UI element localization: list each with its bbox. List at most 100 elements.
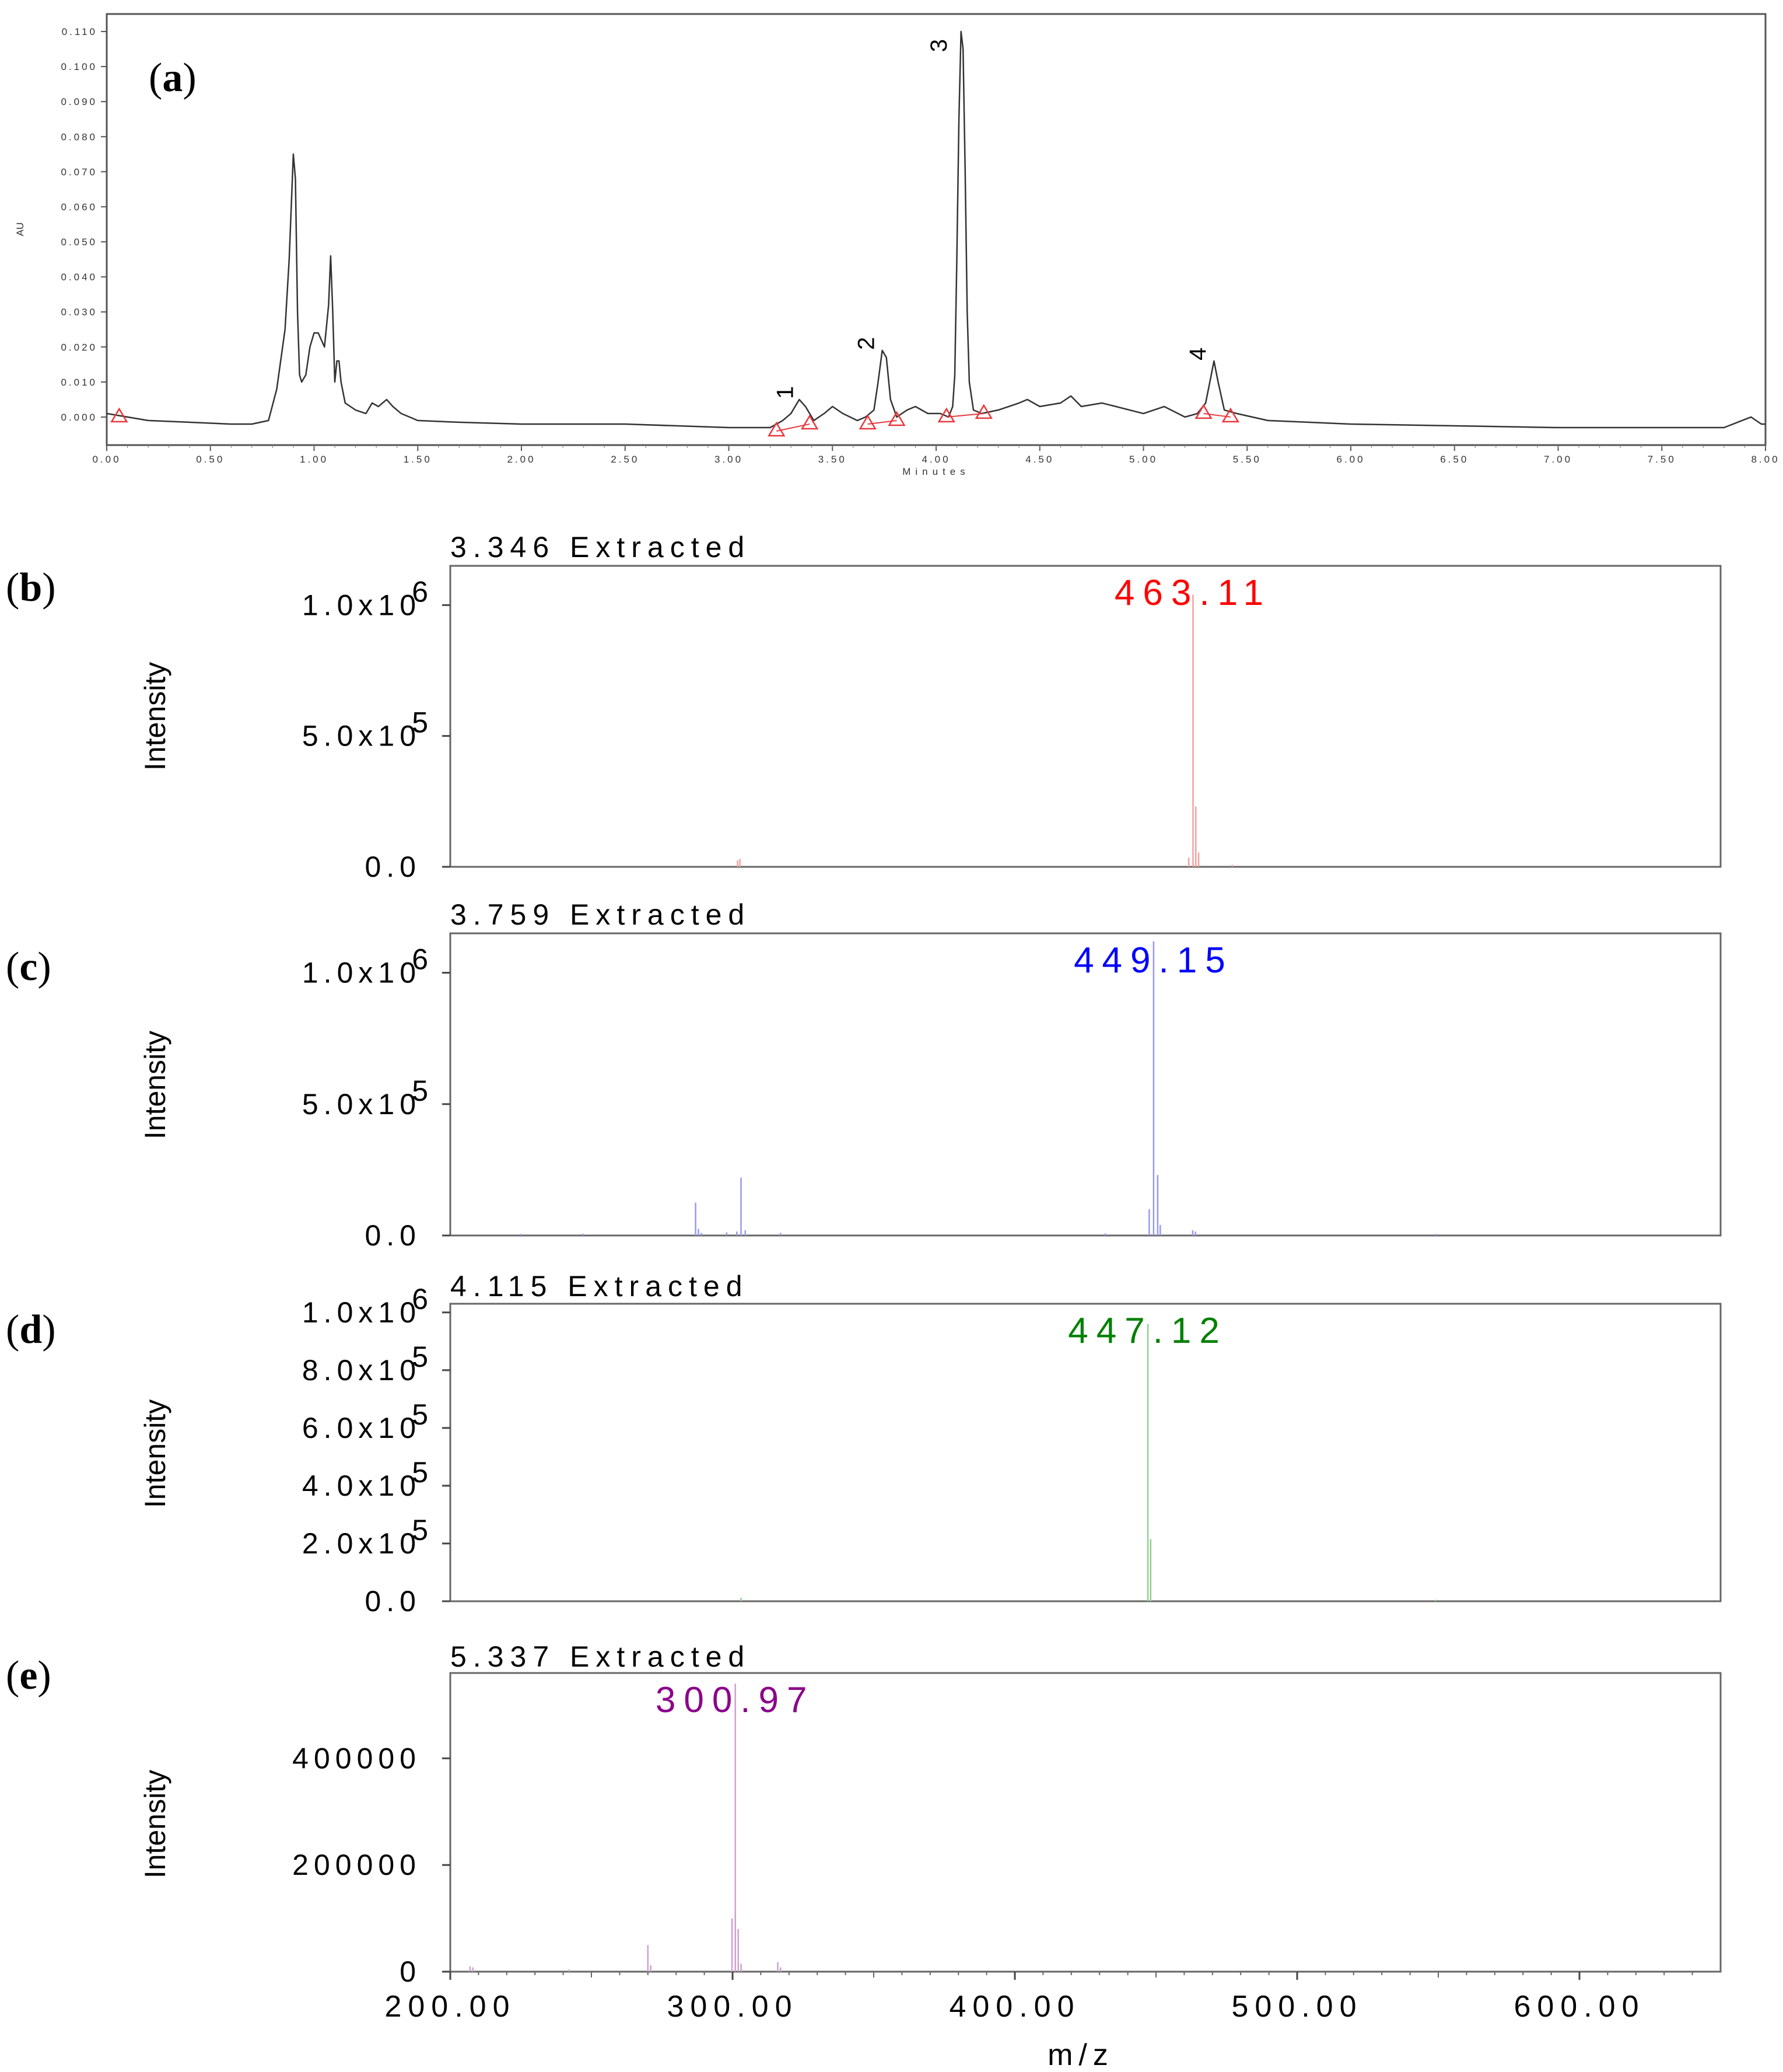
panel-a-xlabel: Minutes: [902, 466, 970, 477]
x-tick-label: 0.00: [92, 454, 121, 465]
x-tick-label: 5.50: [1233, 454, 1262, 465]
y-tick-label: 0.090: [61, 96, 97, 107]
y-tick-exponent: 5: [412, 1398, 428, 1431]
integration-marker: [110, 407, 128, 423]
y-tick-label: 8.0x10: [302, 1354, 421, 1387]
x-tick-label: 7.50: [1648, 454, 1676, 465]
x-tick-label: 7.00: [1544, 454, 1572, 465]
x-tick-label: 3.50: [818, 454, 847, 465]
peak-number-label: 1: [773, 386, 798, 399]
integration-marker: [1194, 404, 1213, 419]
panel-c-frame: [449, 932, 1722, 1237]
y-tick-label: 5.0x10: [302, 720, 421, 752]
panel-d-plot-area: 0.02.0x1054.0x1056.0x1058.0x1051.0x10644…: [302, 1283, 1437, 1618]
panel-e-ylabel: Intensity: [139, 1770, 171, 1878]
y-tick-label: 0.070: [61, 166, 97, 177]
panel-b: (b) 3.346 Extracted Intensity 0.0 5.0x105…: [6, 531, 1722, 883]
y-tick-exponent: 5: [412, 1340, 428, 1373]
panel-e: (e) 5.337 Extracted Intensity 0 200000 400…: [6, 1640, 1722, 2072]
base-peak-label: 447.12: [1068, 1311, 1228, 1351]
panel-e-frame: [449, 1672, 1722, 1973]
x-tick-label: 2.50: [611, 454, 639, 465]
panel-a-plot-area: 1 2 3 4: [106, 30, 1766, 437]
y-tick-label: 0.010: [61, 377, 97, 388]
y-tick-label: 6.0x10: [302, 1412, 421, 1444]
y-tick-exponent: 5: [412, 1456, 428, 1489]
panel-a-ylabel: AU: [15, 222, 26, 236]
y-tick-label: 1.0x10: [302, 589, 421, 621]
y-tick-label: 2.0x10: [302, 1527, 421, 1560]
y-tick-label: 0.030: [61, 307, 97, 318]
panel-a-y-axis: 0.000 0.010 0.020 0.030 0.040 0.050 0.060 0.070…: [61, 26, 107, 423]
x-tick-label: 4.00: [922, 454, 950, 465]
x-tick-label: 600.00: [1514, 1990, 1645, 2024]
y-tick-label: 1.0x10: [302, 1296, 421, 1329]
peak-number-label: 4: [1185, 348, 1211, 360]
y-tick-exponent: 6: [412, 943, 428, 976]
integration-baseline: [946, 412, 984, 418]
integration-marker: [888, 411, 906, 426]
x-tick-label: 6.00: [1336, 454, 1365, 465]
panel-e-title: 5.337 Extracted: [450, 1640, 751, 1673]
base-peak-label: 449.15: [1074, 940, 1234, 981]
panel-e-xlabel: m/z: [1048, 2038, 1114, 2072]
x-tick-label: 4.50: [1025, 454, 1054, 465]
y-tick-exponent: 5: [412, 1514, 428, 1546]
panel-b-label: (b): [6, 565, 56, 610]
panel-a-x-axis: 0.00 0.50 1.00 1.50 2.00 2.50 3.00 3.50 4.00 4.50…: [92, 445, 1780, 465]
panel-e-x-axis: 200.00 300.00 400.00 500.00 600.00: [384, 1972, 1693, 2024]
y-tick-label: 0.020: [61, 342, 97, 353]
x-tick-label: 3.00: [714, 454, 743, 465]
y-tick-label: 0.110: [62, 26, 97, 37]
panel-a-label: (a): [149, 55, 197, 100]
y-tick-label: 0.050: [61, 237, 97, 248]
x-tick-label: 400.00: [949, 1990, 1080, 2024]
integration-marker: [800, 414, 819, 430]
integration-marker: [1221, 407, 1240, 423]
panel-c-title: 3.759 Extracted: [450, 898, 751, 931]
y-tick-label: 4.0x10: [302, 1469, 421, 1502]
y-tick-exponent: 5: [412, 706, 428, 739]
y-tick-label: 0.100: [61, 61, 97, 72]
y-tick-label: 0.060: [61, 201, 97, 212]
panel-a: (a) AU 0.0000.0100.0200.0300.0400.0500.0…: [15, 13, 1780, 477]
panel-d-label: (d): [6, 1307, 56, 1352]
x-tick-label: 500.00: [1231, 1990, 1362, 2024]
y-tick-label: 0.0: [365, 850, 421, 883]
x-tick-label: 1.50: [404, 454, 432, 465]
y-tick-exponent: 5: [412, 1074, 428, 1107]
panel-e-label: (e): [6, 1653, 51, 1698]
y-tick-exponent: 6: [412, 575, 428, 608]
panel-a-frame: [106, 13, 1767, 446]
panel-d: (d) 4.115 Extracted Intensity 0.02.0x105…: [6, 1270, 1722, 1618]
peak-number-label: 2: [853, 337, 879, 350]
x-tick-label: 8.00: [1751, 454, 1780, 465]
y-tick-label: 200000: [292, 1849, 421, 1881]
x-tick-label: 1.00: [300, 454, 328, 465]
x-tick-label: 5.00: [1129, 454, 1158, 465]
x-tick-label: 300.00: [667, 1990, 798, 2024]
x-tick-label: 2.00: [507, 454, 535, 465]
integration-marker: [768, 421, 786, 437]
chromatogram-trace: [106, 30, 1766, 429]
y-tick-label: 0.040: [61, 272, 97, 283]
panel-d-frame: [449, 1303, 1722, 1602]
y-tick-label: 400000: [292, 1742, 421, 1774]
y-tick-label: 0.0: [365, 1585, 421, 1618]
peak-number-label: 3: [926, 39, 952, 52]
integration-marker: [975, 404, 993, 419]
panel-c-ylabel: Intensity: [139, 1031, 171, 1139]
y-tick-label: 0.0: [365, 1219, 421, 1252]
x-tick-label: 200.00: [384, 1990, 516, 2024]
panel-b-title: 3.346 Extracted: [450, 531, 751, 564]
base-peak-label: 300.97: [656, 1680, 815, 1720]
panel-c: (c) 3.759 Extracted Intensity 0.0 5.0x105…: [6, 898, 1722, 1252]
panel-d-ylabel: Intensity: [139, 1399, 171, 1508]
y-tick-label: 1.0x10: [302, 957, 421, 989]
y-tick-label: 5.0x10: [302, 1088, 421, 1121]
x-tick-label: 0.50: [196, 454, 225, 465]
integration-marker: [859, 414, 877, 430]
